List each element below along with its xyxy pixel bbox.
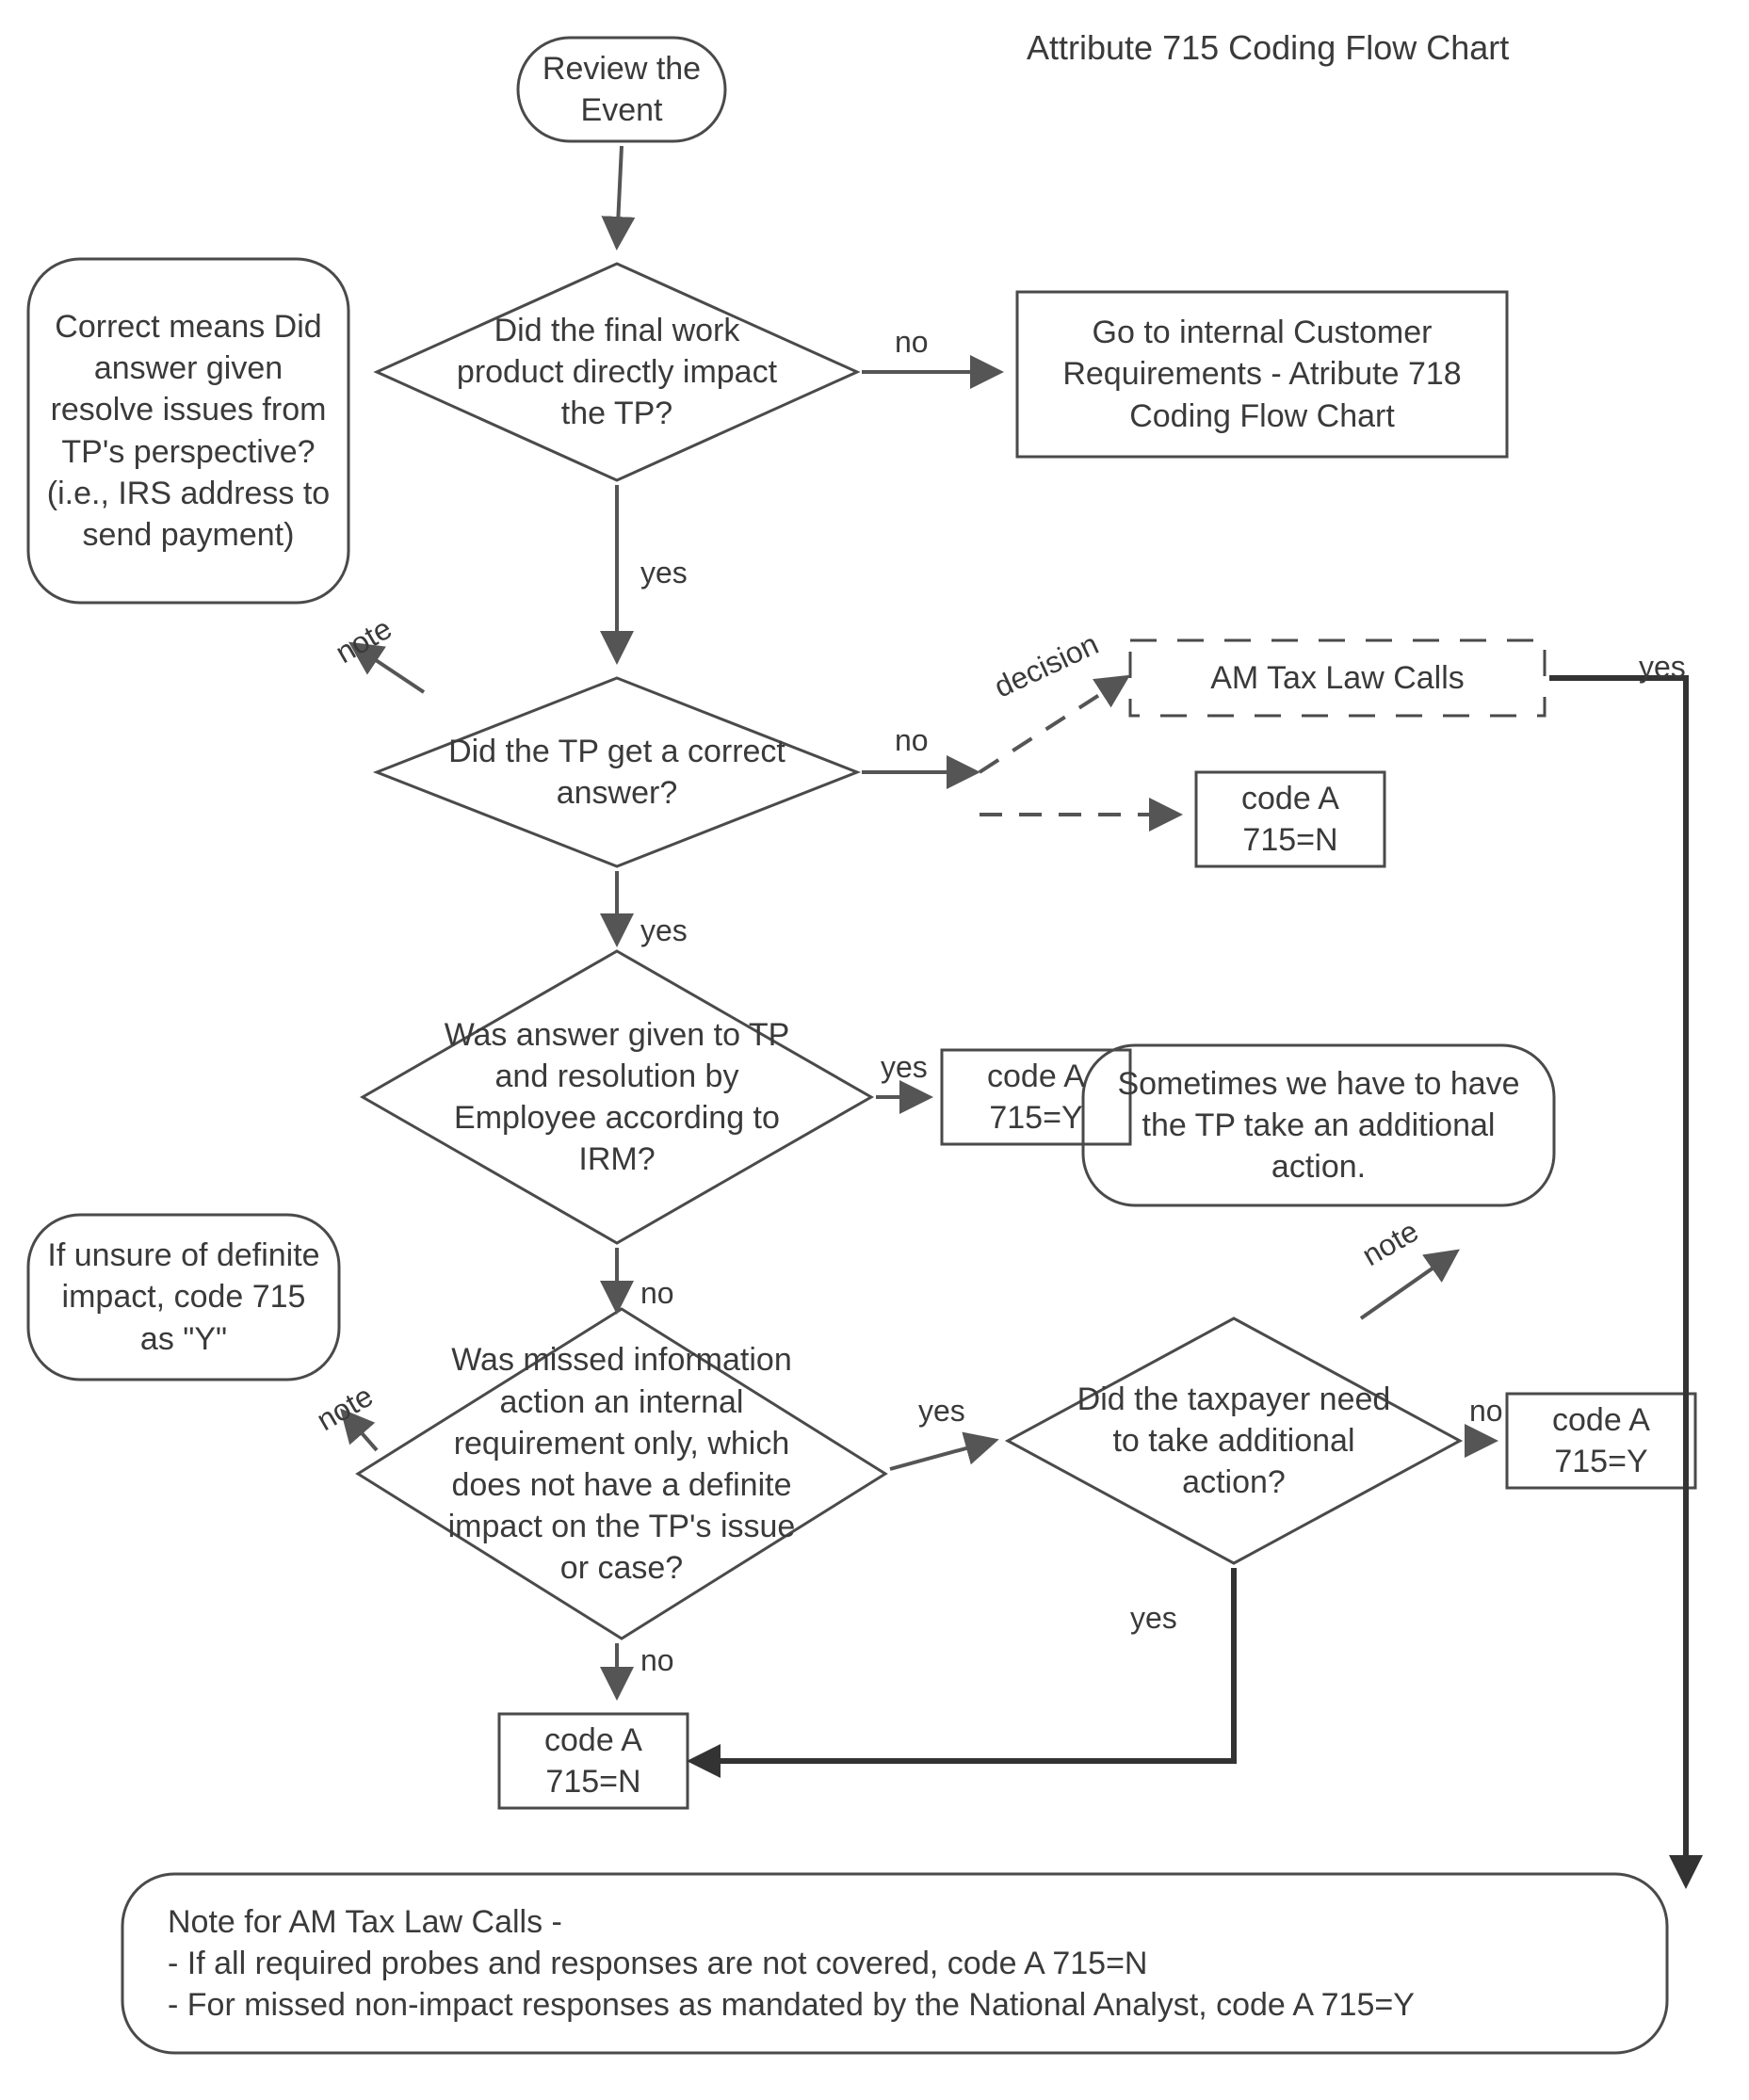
edge-label: no <box>1469 1394 1503 1429</box>
node-note4: Note for AM Tax Law Calls - - If all req… <box>139 1883 1678 2043</box>
node-start: Review the Event <box>535 47 708 132</box>
node-d2: Did the TP get a correct answer? <box>444 704 789 840</box>
node-d4: Was missed information action an interna… <box>431 1346 811 1583</box>
node-codeN2: code A 715=N <box>516 1723 671 1799</box>
node-codeY2: code A 715=Y <box>1524 1403 1678 1478</box>
edge-label: no <box>640 1276 674 1311</box>
node-box1: Go to internal Customer Requirements - A… <box>1034 301 1490 447</box>
node-codeY1: code A 715=Y <box>959 1059 1113 1135</box>
node-d3: Was answer given to TP and resolution by… <box>434 992 801 1202</box>
node-d1: Did the final work product directly impa… <box>444 294 789 450</box>
edge-label: no <box>640 1643 674 1678</box>
node-note3: If unsure of definite impact, code 715 a… <box>45 1224 322 1370</box>
node-amtax: AM Tax Law Calls <box>1147 650 1528 706</box>
node-note1: Correct means Did answer given resolve i… <box>45 268 332 593</box>
edge-label: yes <box>640 556 688 590</box>
node-note2: Sometimes we have to have the TP take an… <box>1100 1055 1537 1196</box>
edge-label: yes <box>640 913 688 948</box>
edge-label: no <box>895 723 929 758</box>
node-d5: Did the taxpayer need to take additional… <box>1071 1352 1397 1528</box>
edge-label: yes <box>1130 1601 1177 1636</box>
edge-label: yes <box>918 1394 965 1429</box>
edge-label: no <box>895 325 929 360</box>
chart-title: Attribute 715 Coding Flow Chart <box>1027 28 1509 68</box>
node-codeN1: code A 715=N <box>1213 782 1368 857</box>
edge-label: yes <box>1639 650 1686 685</box>
edge-label: yes <box>881 1050 928 1085</box>
